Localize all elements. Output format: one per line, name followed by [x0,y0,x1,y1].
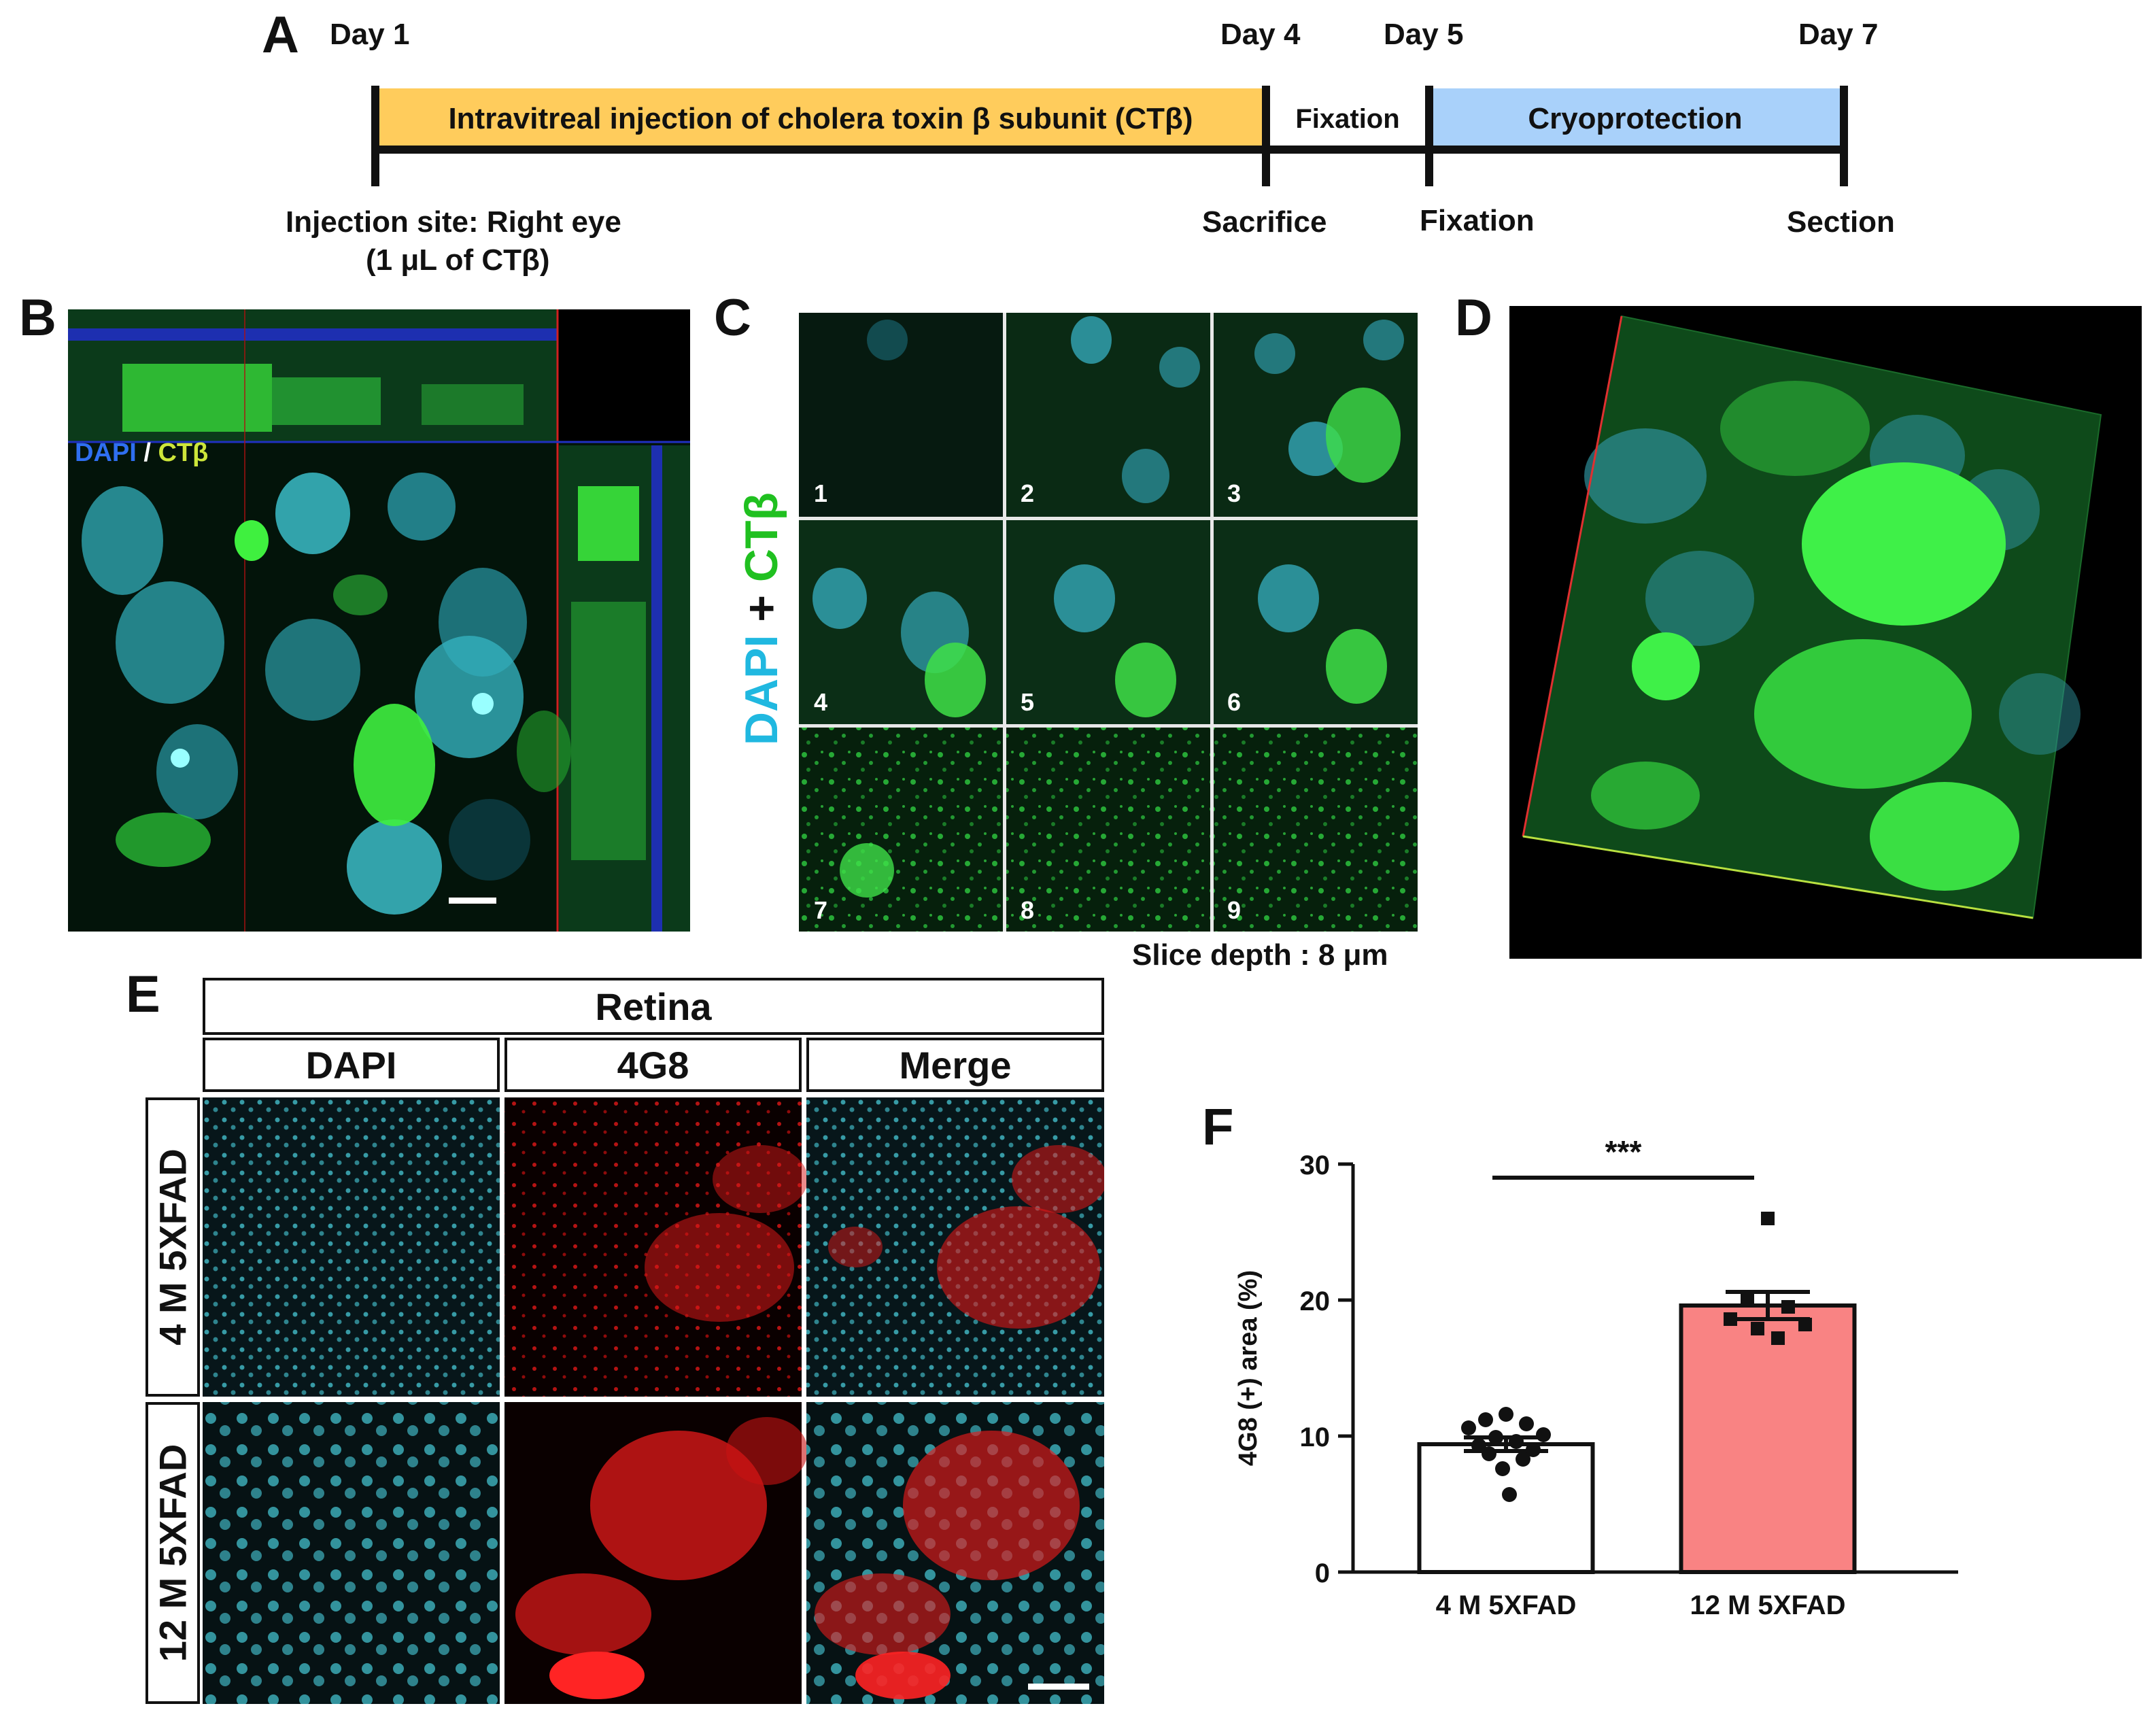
legend-b: DAPI / CTβ [75,439,208,468]
legend-b-sep: / [136,439,158,467]
tile-7-label: 7 [814,896,828,924]
data-point [1502,1487,1517,1502]
row-header-4m-label: 4 M 5XFAD [151,1148,194,1346]
panel-label-c: C [714,289,751,347]
data-point [1798,1318,1812,1331]
data-point [1519,1416,1534,1431]
timeline-tick-day7 [1840,86,1848,186]
timeline-sacrifice: Sacrifice [1202,205,1327,239]
data-point [1761,1212,1775,1225]
timeline-injection-volume: (1 μL of CTβ) [366,243,550,277]
y-tick-label: 10 [1300,1422,1331,1452]
3d-rendering-image [1509,306,2142,959]
legend-b-ctb: CTβ [158,439,209,467]
col-header-dapi: DAPI [203,1038,500,1092]
timeline-day4: Day 4 [1220,18,1301,51]
legend-b-dapi: DAPI [75,439,137,467]
tile-3-label: 3 [1227,479,1242,507]
orthogonal-view-image: DAPI / CTβ [68,309,690,932]
col-header-dapi-label: DAPI [305,1043,397,1087]
data-point [1488,1430,1503,1445]
z-stack-grid: 1 2 3 4 5 6 7 8 9 [799,313,1418,932]
data-point [1495,1461,1510,1476]
header-retina: Retina [203,978,1104,1035]
timeline-day7: Day 7 [1798,18,1879,51]
timeline-segment-injection: Intravitreal injection of cholera toxin … [375,88,1266,150]
timeline-tick-day4 [1262,86,1270,186]
slice-depth-label: Slice depth : 8 μm [1132,938,1388,972]
timeline-segment-injection-label: Intravitreal injection of cholera toxin … [448,102,1193,135]
panel-label-e: E [126,966,160,1023]
y-tick-label: 20 [1300,1286,1331,1316]
tile-6-label: 6 [1227,688,1242,716]
col-header-merge: Merge [806,1038,1104,1092]
timeline-section: Section [1787,205,1895,239]
timeline-segment-fixation: Fixation [1266,88,1429,150]
timeline-axis [371,146,1848,154]
tile-1-label: 1 [814,479,828,507]
tile-4-label: 4 [814,688,828,716]
row-header-12m: 12 M 5XFAD [146,1402,200,1704]
header-retina-label: Retina [595,985,712,1028]
x-tick-label: 12 M 5XFAD [1690,1590,1846,1620]
data-point [1771,1331,1785,1345]
timeline-day1: Day 1 [330,18,410,51]
x-tick-label: 4 M 5XFAD [1436,1590,1577,1620]
y-tick-label: 30 [1300,1150,1331,1180]
panel-label-b: B [19,289,56,347]
timeline-tick-day1 [371,86,379,186]
row-header-12m-label: 12 M 5XFAD [151,1444,194,1662]
panel-label-f: F [1202,1098,1234,1156]
data-point [1461,1420,1476,1435]
data-point [1499,1407,1513,1422]
data-point [1478,1412,1493,1427]
timeline-segment-cryoprotection: Cryoprotection [1429,88,1841,150]
panel-label-a: A [262,6,299,64]
bar-2 [1679,1303,1857,1574]
data-point [1516,1452,1530,1467]
col-header-4g8-label: 4G8 [617,1043,689,1087]
y-tick-label: 0 [1315,1558,1330,1588]
data-point [1741,1291,1754,1304]
vlabel-plus: + [736,582,787,635]
timeline-tick-day5 [1425,86,1433,186]
panel-label-d: D [1455,289,1492,347]
timeline-injection-site: Injection site: Right eye [286,205,621,239]
timeline-segment-fixation-label: Fixation [1295,103,1400,134]
col-header-4g8: 4G8 [504,1038,802,1092]
tile-9-label: 9 [1227,896,1242,924]
retina-image-grid [203,1097,1104,1704]
scale-bar [449,898,496,904]
tile-2-label: 2 [1021,479,1035,507]
row-header-4m: 4 M 5XFAD [146,1097,200,1397]
timeline-day5: Day 5 [1384,18,1464,51]
timeline-segment-cryo-label: Cryoprotection [1528,102,1743,135]
data-point [1526,1442,1541,1457]
data-point [1482,1446,1496,1461]
data-point [1724,1312,1737,1326]
y-axis-label: 4G8 (+) area (%) [1234,1270,1263,1466]
scale-bar-e [1028,1684,1089,1690]
data-point [1471,1438,1486,1453]
bar-chart: 0 10 20 30 4G8 (+) area (%) 4 M 5XFAD 12 M 5XF… [1234,1134,1958,1620]
vlabel-dapi: DAPI [736,634,787,746]
data-point [1781,1300,1795,1314]
col-header-merge-label: Merge [899,1043,1012,1087]
tile-8-label: 8 [1021,896,1035,924]
data-point [1509,1434,1524,1449]
vlabel-ctb: CTβ [736,492,787,583]
data-point [1751,1322,1764,1335]
significance-label: *** [1605,1134,1642,1170]
panel-c-vertical-label: DAPI + CTβ [728,462,795,775]
timeline-fixation-below: Fixation [1420,204,1535,237]
data-point [1536,1427,1551,1442]
tile-5-label: 5 [1021,688,1035,716]
